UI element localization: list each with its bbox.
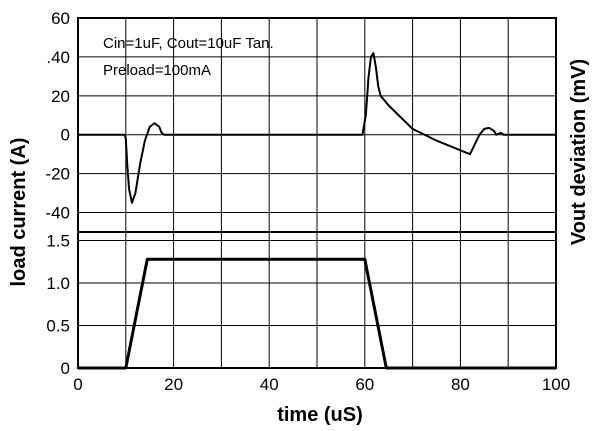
x-axis-title: time (uS) xyxy=(277,404,363,426)
plot-border xyxy=(77,17,557,369)
x-tick-label: 40 xyxy=(260,375,279,394)
load-y-tick-label: 0.5 xyxy=(46,317,70,336)
load-y-tick-label: 1.0 xyxy=(46,274,70,293)
y-axis-title-right: Vout deviation (mV) xyxy=(568,59,590,245)
vout-y-tick-label: 0 xyxy=(61,126,70,145)
vout-y-tick-label: .40 xyxy=(46,48,70,67)
y-axis-title-left: load current (A) xyxy=(8,138,30,287)
grid xyxy=(78,18,556,368)
annotation-text: Preload=100mA xyxy=(103,62,211,79)
annotations: Cin=1uF, Cout=10uF Tan. Preload=100mA xyxy=(103,35,274,79)
vout-y-tick-label: -40 xyxy=(45,204,70,223)
load-y-tick-label: 0 xyxy=(61,359,70,378)
annotation-text: Cin=1uF, Cout=10uF Tan. xyxy=(103,35,274,52)
plot-frame xyxy=(77,17,557,369)
x-tick-label: 0 xyxy=(73,375,82,394)
load-y-tick-label: 1.5 xyxy=(46,232,70,251)
x-tick-label: 100 xyxy=(542,375,570,394)
x-tick-label: 60 xyxy=(355,375,374,394)
vout-y-tick-label: 60 xyxy=(51,9,70,28)
vout-y-tick-label: 20 xyxy=(51,87,70,106)
x-tick-label: 80 xyxy=(451,375,470,394)
x-tick-label: 20 xyxy=(164,375,183,394)
tick-labels: 0 20 40 60 80 100 60 .40 20 0 -20 -40 1.5 1.0 0.5 0 xyxy=(45,9,570,394)
vout-y-tick-label: -20 xyxy=(45,165,70,184)
vout-series-line xyxy=(78,52,556,204)
